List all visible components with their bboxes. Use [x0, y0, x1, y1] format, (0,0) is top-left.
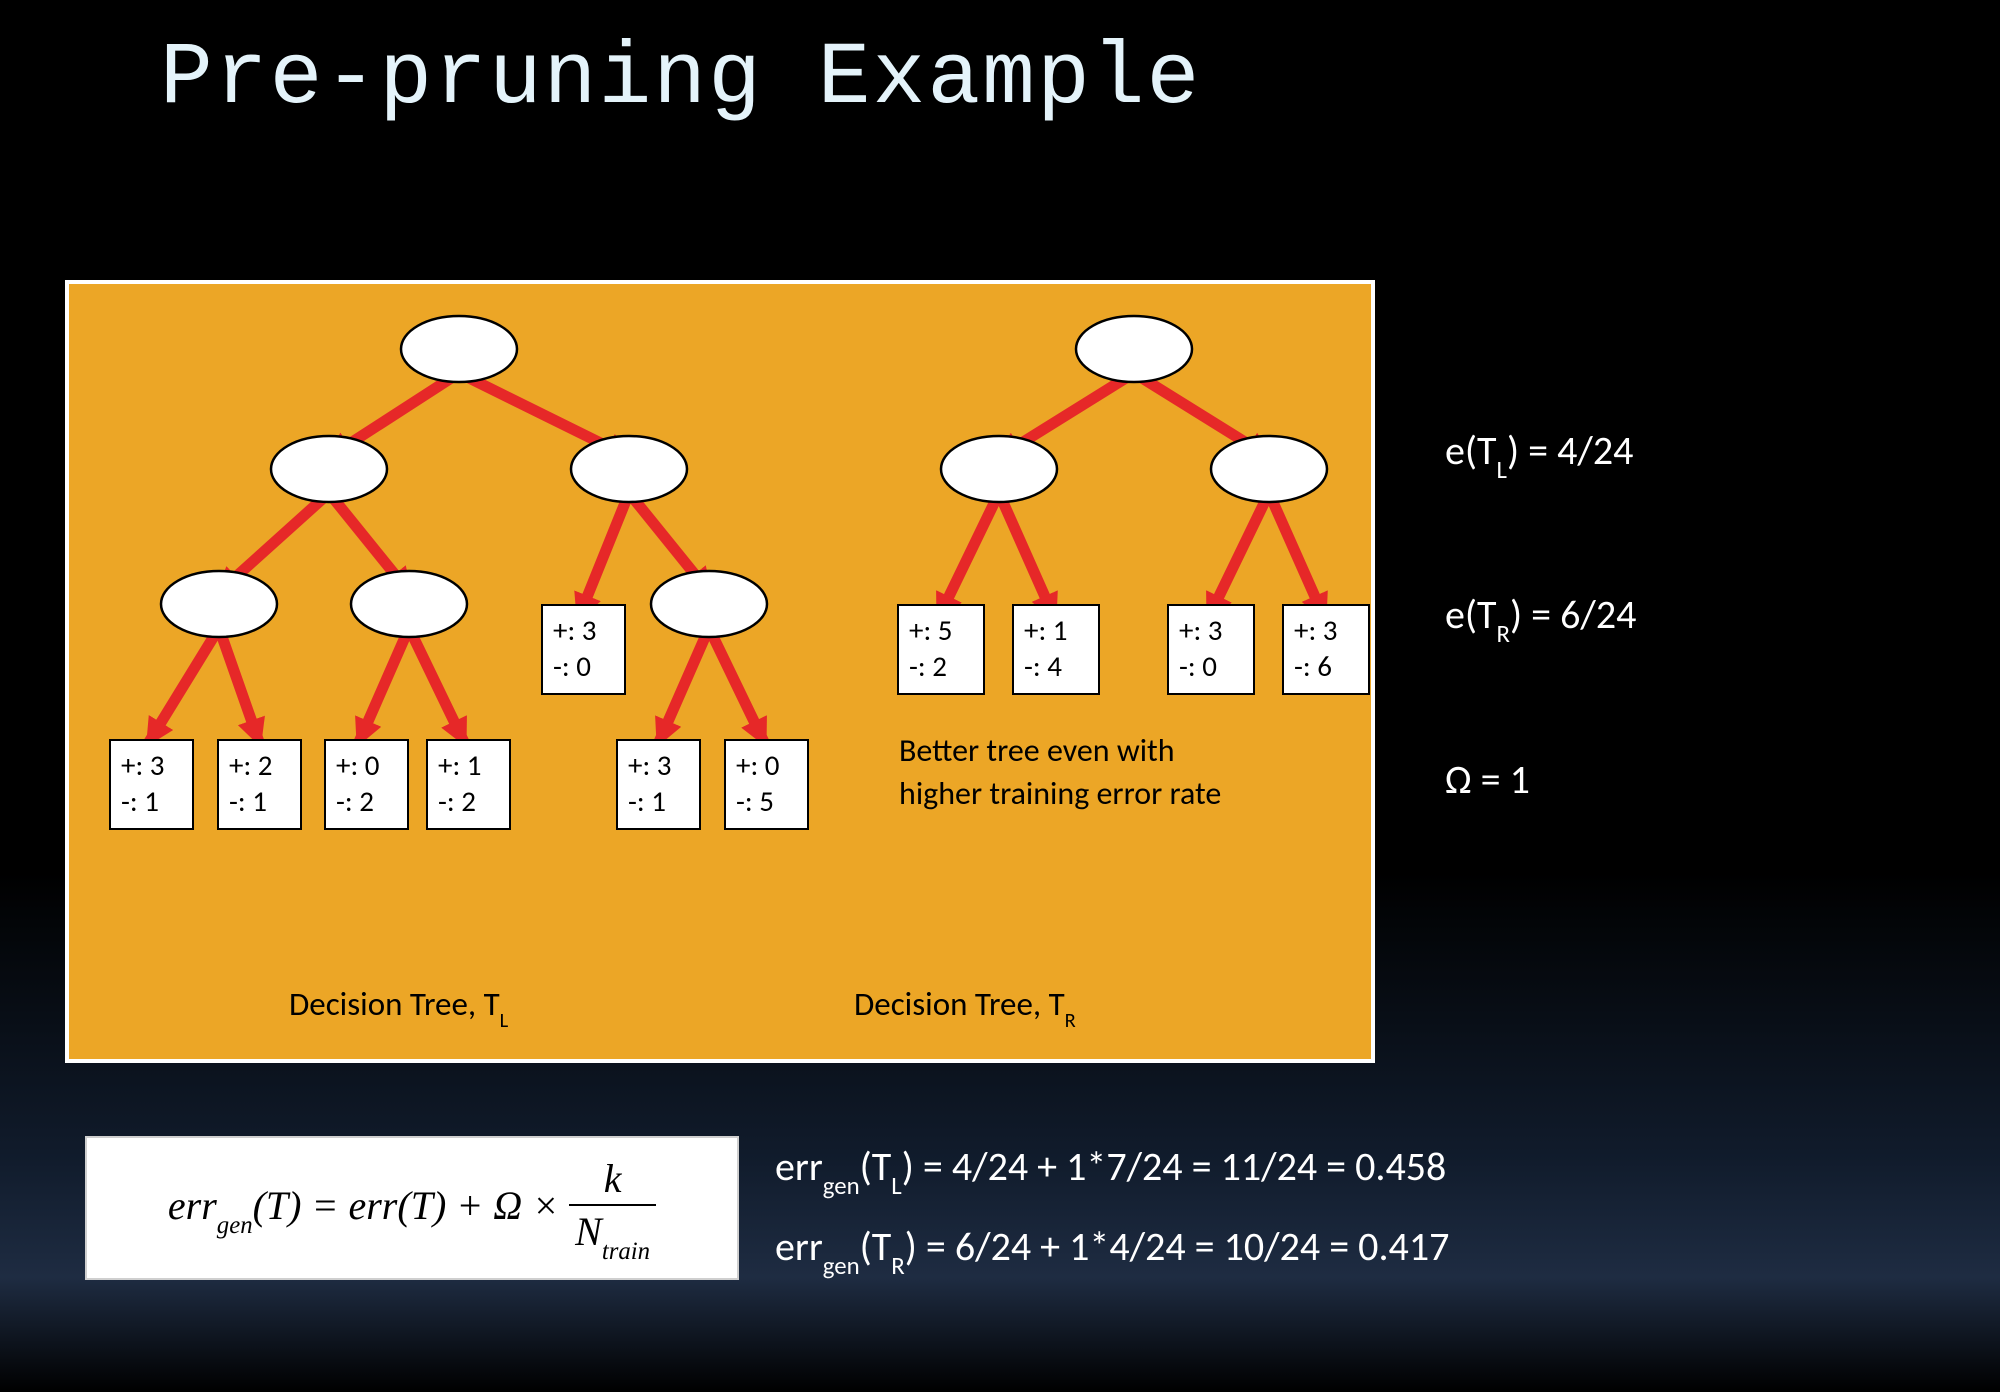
- leaf-box: +: 5-: 2: [897, 604, 985, 695]
- eq-eTR-a: e(T: [1445, 590, 1497, 639]
- eq-eTR: e(TR) = 6/24: [1445, 590, 1636, 644]
- slide-title: Pre-pruning Example: [160, 30, 1201, 129]
- better-tree-note: Better tree even with higher training er…: [899, 729, 1221, 815]
- leaf-box: +: 3-: 0: [541, 604, 626, 695]
- leaf-box: +: 1-: 2: [426, 739, 511, 830]
- bq1-b: gen: [823, 1170, 860, 1201]
- leaf-box: +: 0-: 2: [324, 739, 409, 830]
- bq2-e: ) = 6/24 + 1*4/24 = 10/24 = 0.417: [905, 1222, 1450, 1271]
- eq-eTR-b: ) = 6/24: [1510, 590, 1636, 639]
- slide: Pre-pruning Example +: 3-: 0 +: 3-: 1 +: 2…: [0, 0, 2000, 1392]
- leaf-box: +: 3-: 6: [1282, 604, 1370, 695]
- caption-left-text: Decision Tree, T: [289, 984, 500, 1024]
- bq2-b: gen: [823, 1250, 860, 1281]
- formula-lhs-sub: gen: [217, 1212, 253, 1239]
- bq2-c: (T: [860, 1222, 892, 1271]
- caption-tree-left: Decision Tree, TL: [289, 984, 508, 1029]
- caption-left-sub: L: [500, 1009, 509, 1033]
- bq1-a: err: [775, 1142, 823, 1191]
- eq-eTL-sub: L: [1497, 454, 1507, 485]
- caption-tree-right: Decision Tree, TR: [854, 984, 1076, 1029]
- eq-errgen-TR: errgen(TR) = 6/24 + 1*4/24 = 10/24 = 0.4…: [775, 1222, 1449, 1276]
- eq-errgen-TL: errgen(TL) = 4/24 + 1*7/24 = 11/24 = 0.4…: [775, 1142, 1446, 1196]
- leaf-box: +: 2-: 1: [217, 739, 302, 830]
- bq1-d: L: [891, 1170, 901, 1201]
- eq-omega: Ω = 1: [1445, 755, 1530, 804]
- bq1-e: ) = 4/24 + 1*7/24 = 11/24 = 0.458: [902, 1142, 1447, 1191]
- leaf-box: +: 3-: 1: [616, 739, 701, 830]
- note-line1: Better tree even with: [899, 729, 1221, 772]
- eq-eTR-sub: R: [1497, 618, 1510, 649]
- eq-eTL-b: ) = 4/24: [1507, 426, 1633, 475]
- formula-den: Ntrain: [569, 1204, 656, 1261]
- formula-den-sub: train: [602, 1238, 650, 1265]
- leaf-box: +: 3-: 1: [109, 739, 194, 830]
- leaf-box: +: 0-: 5: [724, 739, 809, 830]
- eq-eTL: e(TL) = 4/24: [1445, 426, 1633, 480]
- bq1-c: (T: [860, 1142, 892, 1191]
- leaf-box: +: 3-: 0: [1167, 604, 1255, 695]
- bq2-a: err: [775, 1222, 823, 1271]
- note-line2: higher training error rate: [899, 772, 1221, 815]
- formula-num: k: [598, 1155, 628, 1204]
- eq-eTL-a: e(T: [1445, 426, 1497, 475]
- bq2-d: R: [891, 1250, 904, 1281]
- formula-lhs-arg: (T) = err(T) + Ω ×: [253, 1183, 560, 1228]
- formula-fraction: k Ntrain: [569, 1155, 656, 1261]
- caption-right-sub: R: [1065, 1009, 1076, 1033]
- leaf-box: +: 1-: 4: [1012, 604, 1100, 695]
- formula-den-a: N: [575, 1209, 602, 1254]
- formula-box: errgen(T) = err(T) + Ω × k Ntrain: [85, 1136, 739, 1280]
- caption-right-text: Decision Tree, T: [854, 984, 1065, 1024]
- diagram-panel: +: 3-: 0 +: 3-: 1 +: 2-: 1 +: 0-: 2+: 1-: 2…: [65, 280, 1375, 1063]
- formula-lhs: err: [168, 1183, 217, 1228]
